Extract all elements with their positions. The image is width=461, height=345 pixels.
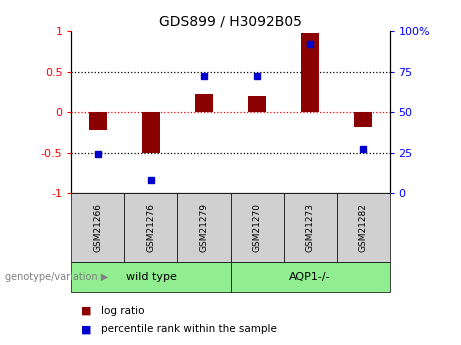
Text: ■: ■ xyxy=(81,306,91,315)
Bar xyxy=(354,112,372,127)
Text: percentile rank within the sample: percentile rank within the sample xyxy=(101,325,278,334)
Bar xyxy=(89,112,107,130)
Bar xyxy=(195,94,213,112)
Text: log ratio: log ratio xyxy=(101,306,145,315)
Text: ■: ■ xyxy=(81,325,91,334)
Text: GSM21276: GSM21276 xyxy=(147,203,155,252)
Bar xyxy=(142,112,160,154)
Text: GSM21273: GSM21273 xyxy=(306,203,314,252)
Text: genotype/variation ▶: genotype/variation ▶ xyxy=(5,272,108,282)
Text: GSM21270: GSM21270 xyxy=(253,203,261,252)
Title: GDS899 / H3092B05: GDS899 / H3092B05 xyxy=(159,14,302,29)
Text: GSM21282: GSM21282 xyxy=(359,203,367,252)
Text: wild type: wild type xyxy=(125,272,177,282)
Bar xyxy=(248,96,266,112)
Text: AQP1-/-: AQP1-/- xyxy=(289,272,331,282)
Bar xyxy=(301,33,319,112)
Text: GSM21266: GSM21266 xyxy=(94,203,102,252)
Text: GSM21279: GSM21279 xyxy=(200,203,208,252)
